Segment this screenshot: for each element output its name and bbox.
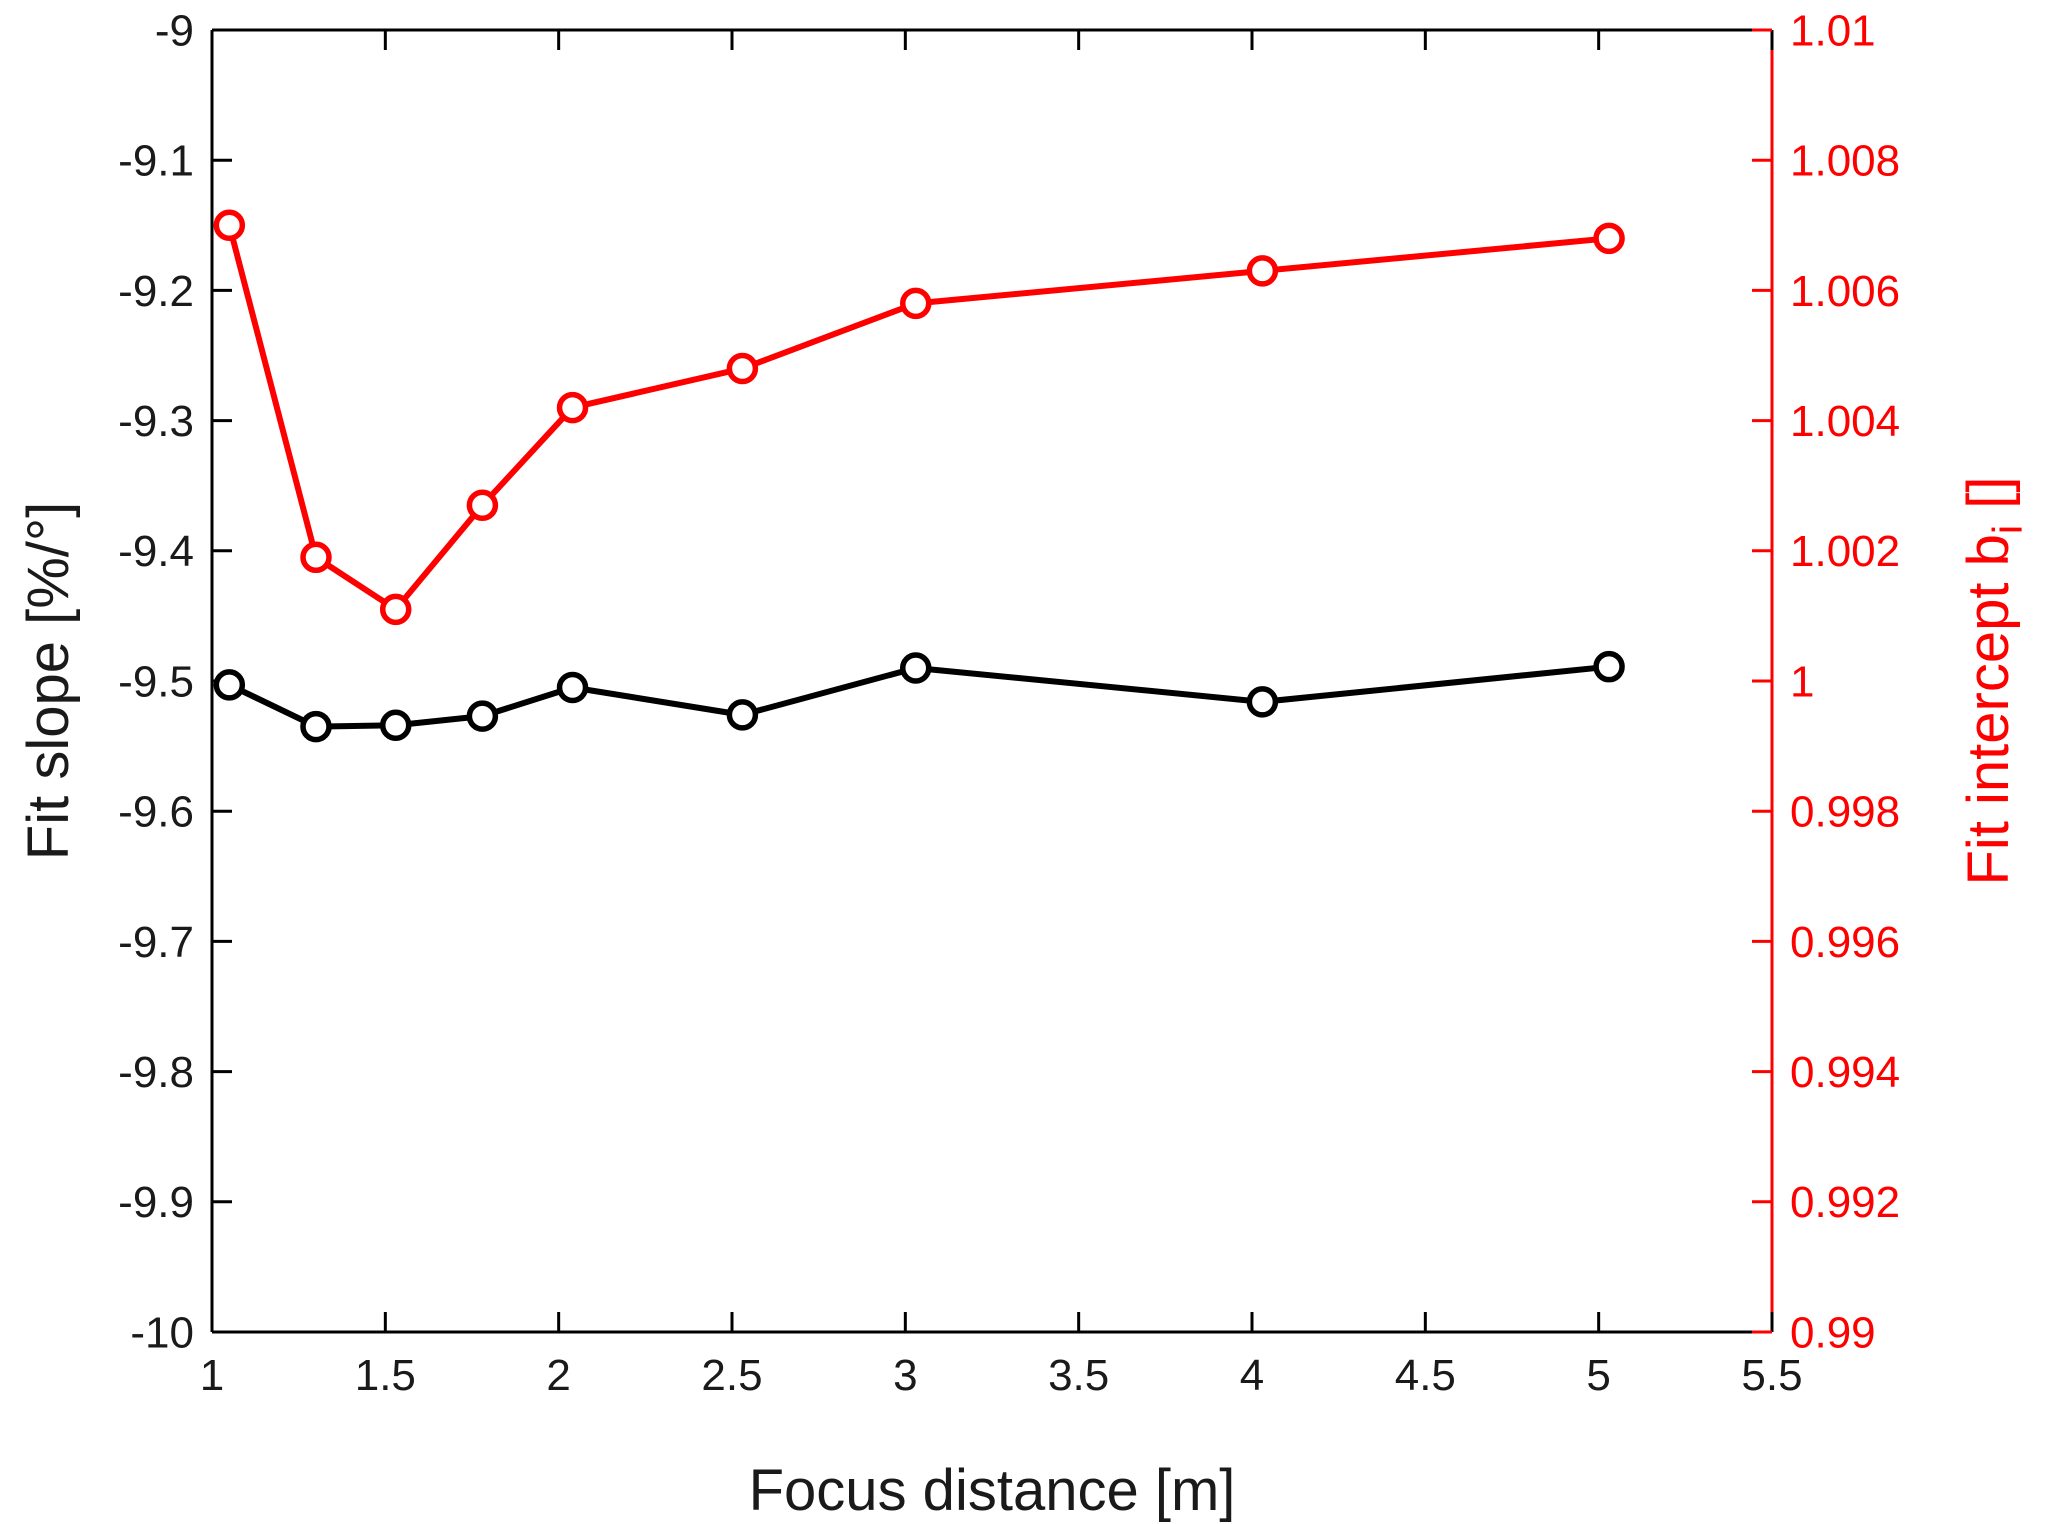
- y-tick-label-left: -9.6: [118, 788, 194, 837]
- x-tick-label: 4: [1240, 1351, 1264, 1400]
- data-point-marker-fit-slope: [726, 699, 759, 731]
- data-point-marker-fit-intercept: [379, 593, 412, 626]
- data-point-marker-fit-slope: [556, 671, 589, 704]
- y-tick-label-right: 1.008: [1790, 137, 1900, 186]
- y-axis-label-right: Fit intercept bi []: [1956, 477, 2031, 886]
- data-point-marker-fit-slope: [466, 700, 499, 732]
- y-tick-label-left: -9.7: [118, 918, 194, 967]
- x-tick-label: 2: [546, 1351, 570, 1400]
- y-tick-label-left: -10: [130, 1308, 194, 1357]
- data-point-marker-fit-slope: [899, 652, 932, 684]
- y-tick-label-left: -9.3: [118, 397, 194, 446]
- y-tick-label-right: 1.006: [1790, 267, 1900, 316]
- y-tick-label-left: -9.2: [118, 267, 194, 316]
- data-point-marker-fit-intercept: [899, 287, 932, 320]
- y-tick-label-right: 0.992: [1790, 1178, 1900, 1227]
- data-point-marker-fit-intercept: [1593, 222, 1625, 255]
- data-point-marker-fit-slope: [300, 710, 332, 743]
- data-point-marker-fit-intercept: [1246, 255, 1279, 287]
- data-point-marker-fit-intercept: [556, 391, 589, 424]
- x-tick-label: 3.5: [1048, 1351, 1109, 1400]
- x-tick-label: 1: [200, 1351, 224, 1400]
- y-axis-label-left: Fit slope [%/°]: [16, 502, 81, 860]
- data-point-marker-fit-intercept: [300, 541, 332, 574]
- x-tick-label: 4.5: [1395, 1351, 1456, 1400]
- x-tick-label: 3: [893, 1351, 917, 1400]
- y-tick-label-right: 0.994: [1790, 1048, 1900, 1097]
- y-tick-label-right: 0.998: [1790, 788, 1900, 837]
- data-point-marker-fit-slope: [1593, 650, 1625, 683]
- y-tick-label-right: 1.004: [1790, 397, 1900, 446]
- x-tick-label: 2.5: [701, 1351, 762, 1400]
- x-tick-label: 1.5: [355, 1351, 416, 1400]
- data-point-marker-fit-intercept: [466, 489, 499, 521]
- x-axis-label: Focus distance [m]: [749, 1458, 1236, 1523]
- y-tick-label-right: 0.99: [1790, 1308, 1876, 1357]
- y-tick-label-right: 1: [1790, 657, 1814, 706]
- data-point-marker-fit-intercept: [726, 352, 759, 385]
- y-tick-label-left: -9.9: [118, 1178, 194, 1227]
- data-point-marker-fit-slope: [379, 709, 412, 742]
- y-tick-label-left: -9: [155, 6, 194, 55]
- y-tick-label-right: 1.002: [1790, 527, 1900, 576]
- data-point-marker-fit-slope: [213, 669, 246, 701]
- series-line-fit-intercept: [226, 222, 1613, 613]
- y-tick-label-right: 0.996: [1790, 918, 1900, 967]
- data-point-marker-fit-intercept: [213, 209, 246, 242]
- y-tick-label-left: -9.5: [118, 657, 194, 706]
- y-tick-label-left: -9.4: [118, 527, 194, 576]
- y-tick-label-left: -9.1: [118, 137, 194, 186]
- data-point-marker-fit-slope: [1246, 686, 1279, 718]
- x-tick-label: 5.5: [1741, 1351, 1802, 1400]
- y-tick-label-left: -9.8: [118, 1048, 194, 1097]
- y-tick-label-right: 1.01: [1790, 6, 1876, 55]
- x-tick-label: 5: [1586, 1351, 1610, 1400]
